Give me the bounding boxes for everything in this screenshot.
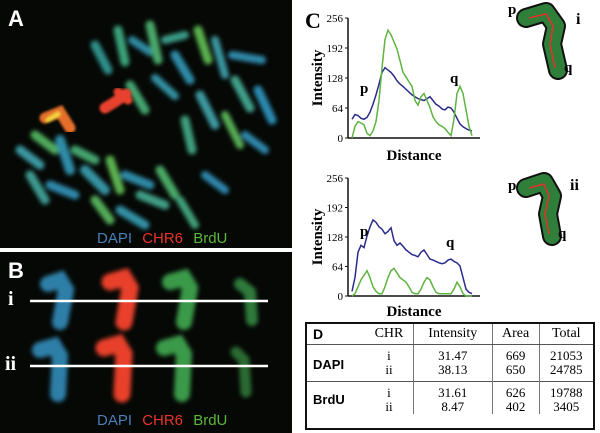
header-total: Total [538, 324, 593, 345]
legend-dapi: DAPI [97, 230, 133, 247]
panel-d-table: D CHR Intensity Area Total DAPI i 31.47 … [305, 322, 595, 430]
inset-index-label: ii [570, 177, 579, 194]
series-line-brdu [351, 28, 473, 139]
cell-intensity: 31.61 [412, 381, 493, 400]
q-arm-annotation: q [446, 235, 455, 251]
cell-chr: i [364, 381, 414, 400]
y-tick-label: 64 [332, 103, 344, 115]
header-intensity: Intensity [412, 324, 493, 345]
y-axis-label: Intensity [310, 49, 326, 106]
inset-index-label: i [576, 11, 581, 28]
legend-chr6: CHR6 [142, 412, 184, 429]
panel-a-label: A [8, 6, 24, 31]
profile-chart-ii: 0 64 128 192 256 Intensity Distance p q p q … [310, 172, 579, 320]
cell-chr: ii [385, 362, 393, 377]
p-arm-annotation: p [360, 224, 368, 240]
legend-chr6: CHR6 [142, 230, 184, 247]
x-axis-label: Distance [387, 304, 442, 320]
panel-c-label: C [305, 8, 321, 33]
profile-chart-i: 0 64 128 192 256 Intensity Distance p q p q … [310, 2, 581, 164]
table-row: BrdU i 31.61 626 19788 [307, 381, 593, 414]
group-label-dapi: DAPI [313, 357, 345, 372]
y-tick-label: 128 [327, 73, 344, 85]
metaphase-spread-image [15, 20, 277, 230]
y-tick-label: 128 [327, 232, 344, 244]
cell-area: 626 [491, 381, 540, 400]
inset-q-label: q [564, 60, 573, 76]
panel-b-micrograph: B i ii DAPI CHR6 BrdU [0, 252, 292, 433]
inset-q-label: q [558, 226, 567, 242]
chromosome-inset-i: p q i [508, 2, 581, 80]
table-row: DAPI i 31.47 669 21053 [307, 344, 593, 372]
chromosome-comparison-image [30, 268, 268, 403]
header-chr: CHR [364, 324, 414, 345]
inset-p-label: p [508, 2, 516, 18]
series-line-dapi [351, 218, 473, 295]
panel-a-micrograph: A DAPI CHR6 BrdU [0, 0, 292, 248]
cell-intensity: 31.47 [412, 344, 493, 363]
y-tick-label: 0 [338, 291, 344, 303]
panel-b-legend: DAPI CHR6 BrdU [97, 412, 233, 429]
table-row: ii 8.47 402 3405 [307, 400, 593, 414]
legend-dapi: DAPI [97, 412, 133, 429]
panel-b-label: B [8, 258, 24, 283]
cell-intensity: 38.13 [412, 363, 493, 382]
header-area: Area [491, 324, 540, 345]
y-tick-label: 192 [327, 203, 344, 215]
cell-area: 402 [491, 400, 540, 414]
panel-c-intensity-profiles: C 0 64 128 192 256 Intensity Distance p q p … [305, 2, 581, 320]
cell-total: 3405 [538, 400, 593, 414]
cell-chr: ii [385, 399, 393, 414]
cell-total: 19788 [538, 381, 593, 400]
legend-brdu: BrdU [193, 230, 228, 247]
q-arm-annotation: q [450, 71, 459, 87]
cell-area: 669 [491, 344, 540, 363]
inset-p-label: p [508, 178, 516, 194]
panel-b-row-i: i [8, 288, 14, 310]
p-arm-annotation: p [360, 81, 368, 97]
panel-d-label: D [307, 324, 365, 345]
cell-total: 24785 [538, 363, 593, 382]
series-line-brdu [351, 267, 472, 297]
series-line-dapi [351, 66, 473, 132]
x-axis-label: Distance [387, 148, 442, 164]
y-tick-label: 192 [327, 43, 344, 55]
y-tick-label: 0 [338, 133, 344, 145]
legend-brdu: BrdU [193, 412, 228, 429]
y-axis-label: Intensity [310, 208, 326, 265]
chromosome-inset-ii: p q ii [508, 172, 579, 246]
cell-chr: i [387, 348, 391, 363]
y-tick-label: 256 [327, 173, 344, 185]
y-tick-label: 256 [327, 13, 344, 25]
group-label-brdu: BrdU [307, 381, 365, 414]
cell-area: 650 [491, 363, 540, 382]
table-row: ii 38.13 650 24785 [307, 363, 593, 382]
cell-total: 21053 [538, 344, 593, 363]
y-tick-label: 64 [332, 262, 344, 274]
cell-intensity: 8.47 [412, 400, 493, 414]
panel-a-legend: DAPI CHR6 BrdU [97, 230, 233, 247]
panel-b-row-ii: ii [5, 353, 17, 375]
